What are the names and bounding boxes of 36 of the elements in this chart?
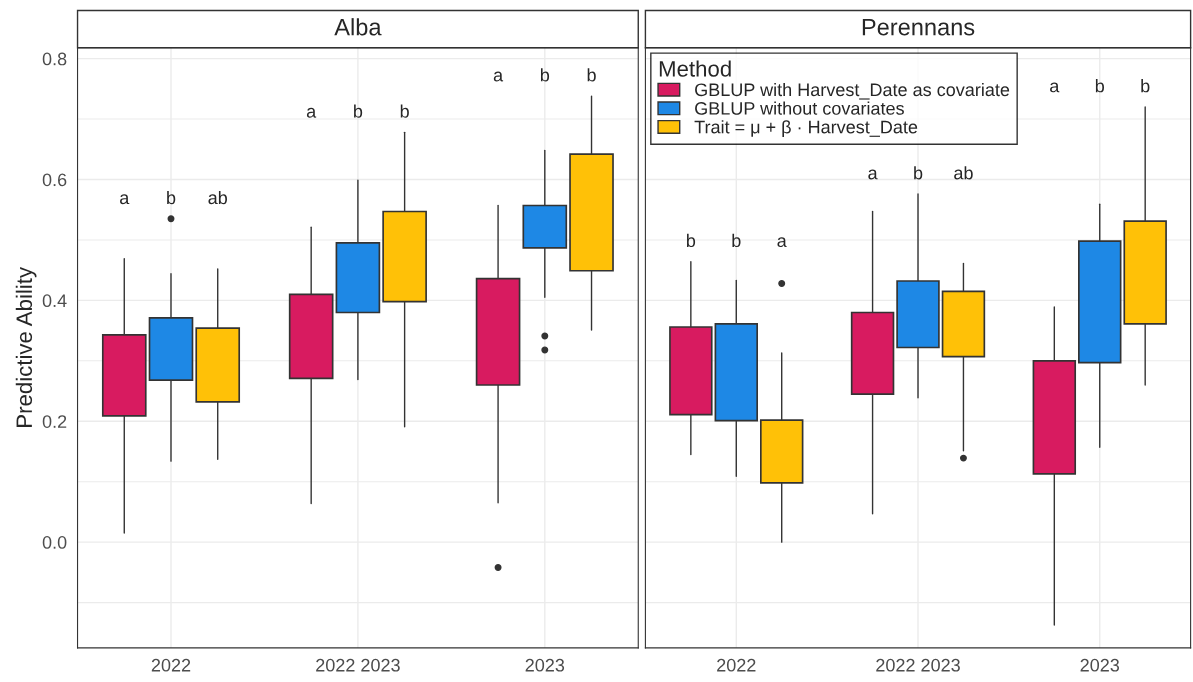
x-tick-label: 2023	[525, 658, 565, 672]
y-tick-label: 0.8	[42, 52, 67, 66]
annotation: b	[587, 68, 596, 82]
annotation: a	[120, 194, 130, 205]
legend-title: Method	[659, 60, 731, 77]
annotation: a	[1050, 82, 1060, 93]
y-axis-title: Predictive Ability	[15, 266, 37, 427]
x-tick-label: 2022 2023	[876, 658, 960, 672]
annotation: ab	[208, 190, 228, 205]
annotation: a	[493, 71, 504, 82]
chart-title: Perennans	[862, 19, 975, 36]
annotation: a	[306, 107, 317, 118]
annotation: b	[914, 166, 923, 180]
legend-label: GBLUP without covariates	[695, 101, 904, 115]
x-tick-label: 2022	[151, 658, 191, 672]
y-tick-label: 0.4	[42, 294, 67, 308]
annotation: b	[1095, 79, 1105, 93]
x-tick-label: 2022	[717, 658, 756, 672]
annotation: ab	[954, 166, 973, 180]
annotation: b	[400, 104, 409, 118]
annotation: b	[686, 233, 696, 248]
annotation: a	[868, 169, 878, 180]
annotation: a	[777, 237, 787, 248]
chart-title: Alba	[334, 18, 382, 36]
annotation: b	[167, 190, 176, 205]
annotation: b	[1141, 79, 1150, 93]
y-tick-label: 0.2	[42, 415, 67, 428]
annotation: b	[732, 233, 741, 248]
annotation: b	[354, 104, 363, 118]
legend-label: GBLUP with Harvest_Date as covariate	[695, 82, 1010, 100]
x-tick-label: 2022 2023	[316, 658, 400, 672]
y-tick-label: 0.6	[42, 173, 67, 187]
y-tick-label: 0.0	[42, 536, 67, 549]
legend-label: Trait = μ + β · Harvest_Date	[694, 120, 918, 137]
x-tick-label: 2023	[1080, 658, 1120, 672]
annotation: b	[540, 68, 550, 82]
